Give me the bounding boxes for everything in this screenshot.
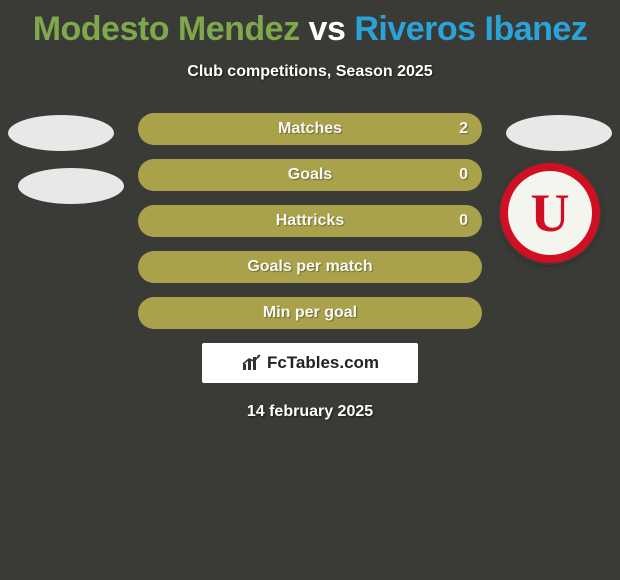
placeholder-ellipse-right-1 (506, 115, 612, 151)
stat-bar-matches: Matches 2 (138, 113, 482, 145)
brand-box: FcTables.com (202, 343, 418, 383)
stat-bar-goals: Goals 0 (138, 159, 482, 191)
stat-bar-hattricks: Hattricks 0 (138, 205, 482, 237)
placeholder-ellipse-left-1 (8, 115, 114, 151)
stat-bars: Matches 2 Goals 0 Hattricks 0 Goals per … (138, 113, 482, 329)
date-text: 14 february 2025 (0, 403, 620, 421)
player1-name: Modesto Mendez (33, 10, 300, 48)
stat-label: Hattricks (276, 212, 344, 230)
vs-text: vs (309, 10, 346, 48)
stat-bar-goals-per-match: Goals per match (138, 251, 482, 283)
brand-chart-icon (241, 354, 263, 372)
stats-area: U Matches 2 Goals 0 Hattricks 0 Goals pe… (0, 113, 620, 329)
stat-label: Goals per match (247, 258, 372, 276)
stat-label: Min per goal (263, 304, 357, 322)
brand-text: FcTables.com (267, 353, 379, 373)
stat-value: 0 (459, 212, 468, 230)
placeholder-ellipse-left-2 (18, 168, 124, 204)
club-logo: U (500, 163, 600, 263)
club-logo-letter: U (531, 182, 570, 244)
stat-bar-min-per-goal: Min per goal (138, 297, 482, 329)
stat-label: Goals (288, 166, 332, 184)
subtitle: Club competitions, Season 2025 (0, 63, 620, 81)
comparison-title: Modesto Mendez vs Riveros Ibanez (0, 0, 620, 49)
stat-value: 2 (459, 120, 468, 138)
stat-label: Matches (278, 120, 342, 138)
player2-name: Riveros Ibanez (354, 10, 587, 48)
stat-value: 0 (459, 166, 468, 184)
